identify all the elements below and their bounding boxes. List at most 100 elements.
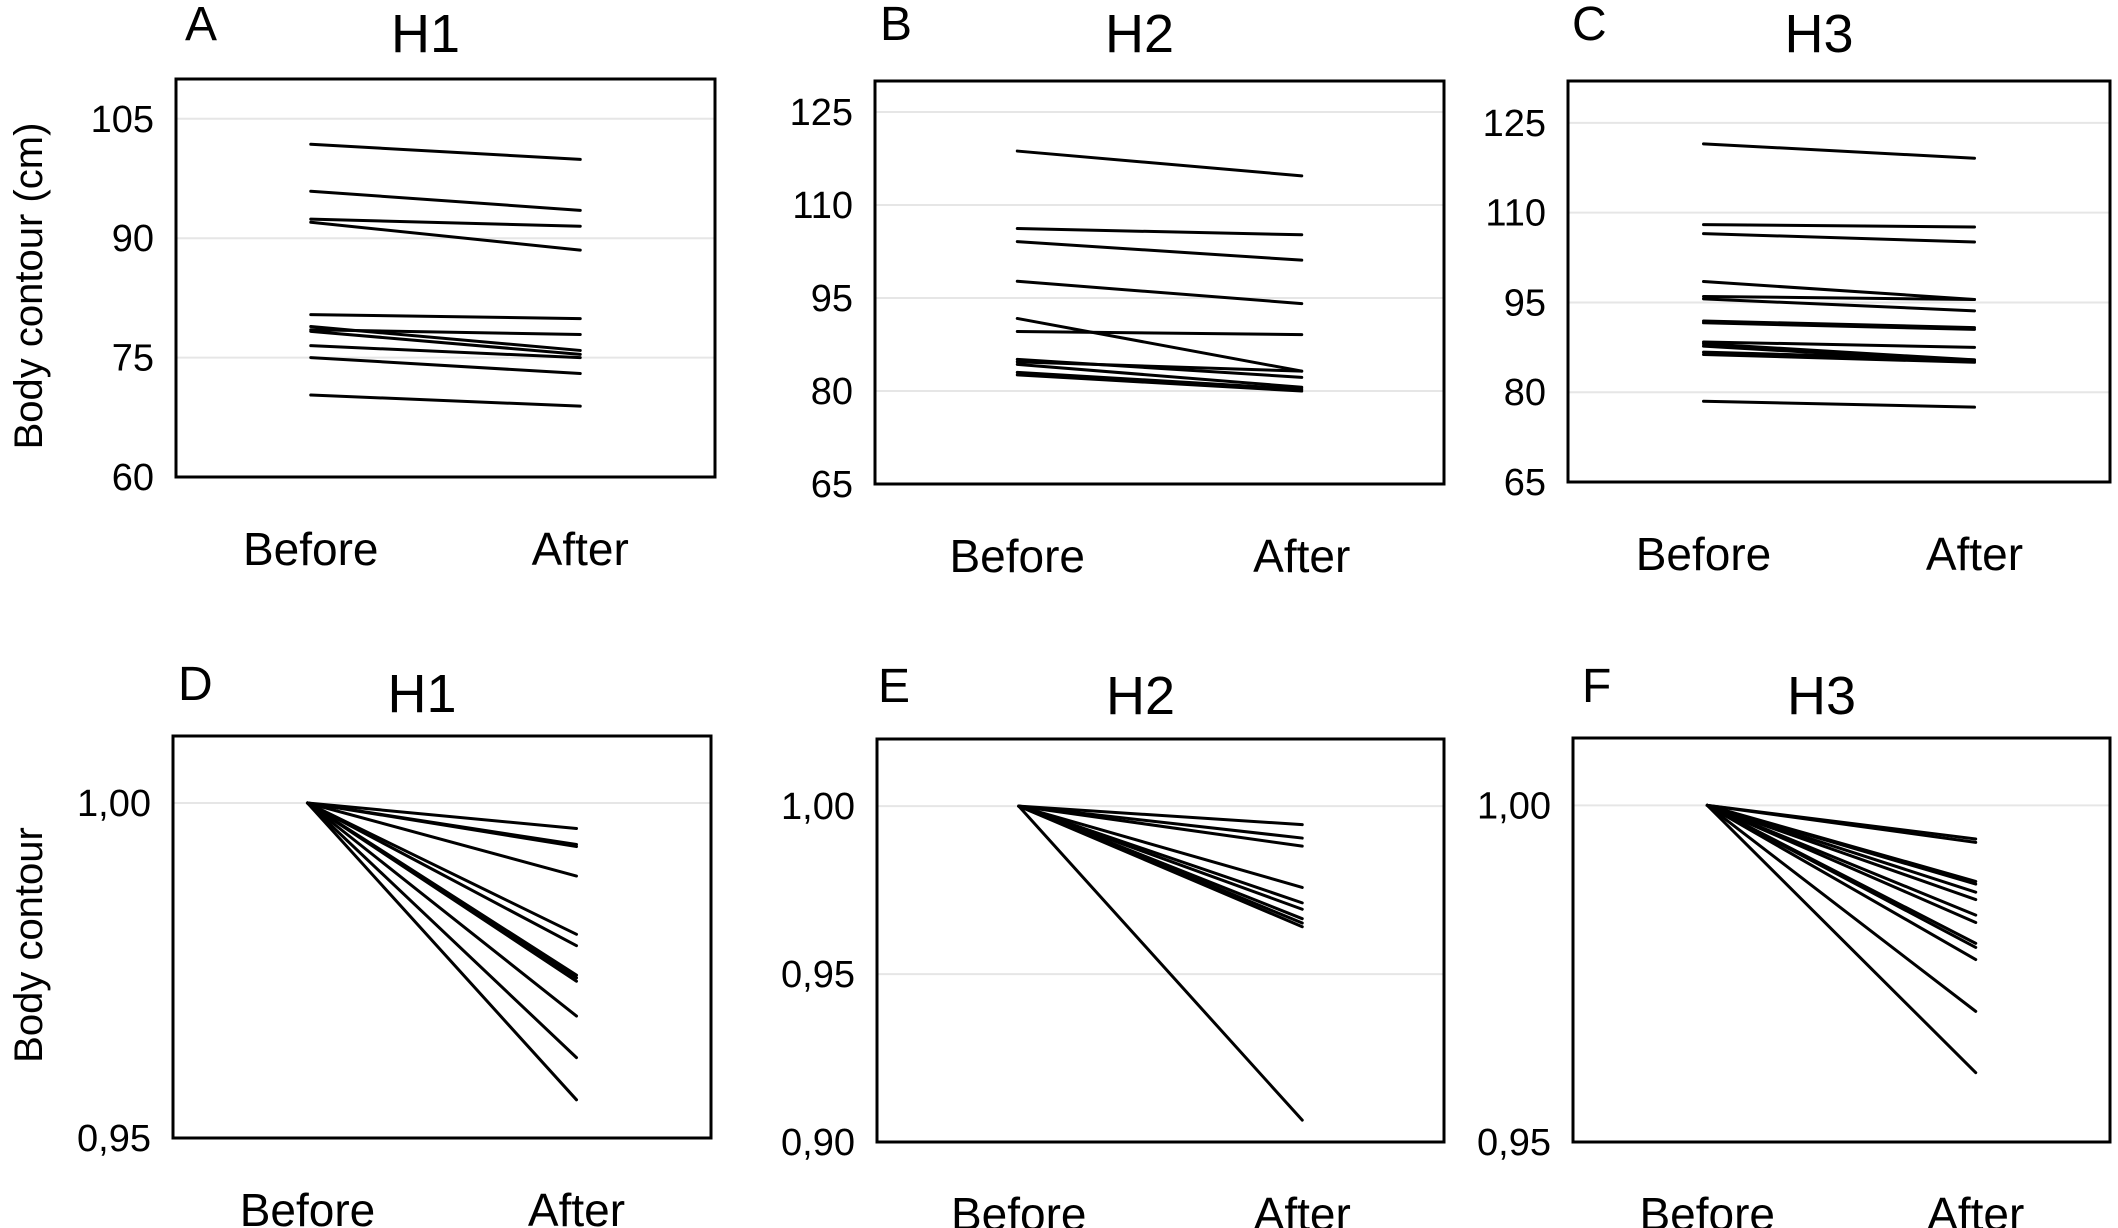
series-line-9 xyxy=(309,344,582,360)
series-line-9 xyxy=(1702,340,1976,349)
series-line-6 xyxy=(1705,803,1978,902)
y-tick-label: 60 xyxy=(112,457,154,499)
y-tick-label: 125 xyxy=(790,92,853,134)
panel-letter: C xyxy=(1572,0,1607,51)
series-line-11 xyxy=(1015,373,1304,393)
series-line-1 xyxy=(1702,142,1976,160)
panel-letter: F xyxy=(1582,660,1611,713)
plot-frame xyxy=(1571,736,2112,1144)
x-category-label: After xyxy=(528,1184,625,1228)
panel-d: 0,95 1,00 Before After H1 D Body contour xyxy=(7,658,713,1228)
series-line-8 xyxy=(1705,803,1978,924)
series-line-5 xyxy=(306,801,578,936)
panel-title: H1 xyxy=(387,664,456,724)
y-tick-label: 65 xyxy=(1504,462,1546,504)
y-tick-label: 75 xyxy=(112,338,154,380)
plot-frame xyxy=(1566,79,2112,484)
y-tick-label: 80 xyxy=(811,371,853,413)
series-line-4 xyxy=(1017,804,1304,889)
y-axis-label: Body contour (cm) xyxy=(7,123,51,450)
plot-frame xyxy=(873,79,1446,486)
panel-letter: E xyxy=(878,660,910,713)
series-line-5 xyxy=(1702,294,1976,301)
y-tick-label: 95 xyxy=(811,278,853,320)
series-line-13 xyxy=(1702,353,1976,364)
x-category-label: Before xyxy=(949,530,1085,582)
y-tick-label: 110 xyxy=(792,185,853,227)
series-line-10 xyxy=(306,801,578,1018)
y-axis-label: Body contour xyxy=(7,827,51,1063)
panel-b: 65 80 95 110 125 Before After H2 B xyxy=(790,0,1446,582)
series-line-9 xyxy=(1015,362,1304,389)
series-line-5 xyxy=(309,313,582,321)
series-line-3 xyxy=(309,217,582,228)
panel-c: 65 80 95 110 125 Before After H3 C xyxy=(1483,0,2112,580)
panel-title: H3 xyxy=(1784,4,1853,64)
plot-frame xyxy=(171,734,713,1140)
series-line-8 xyxy=(1015,360,1304,373)
y-tick-label: 80 xyxy=(1504,372,1546,414)
series-line-6 xyxy=(306,801,578,948)
x-category-label: After xyxy=(532,523,629,575)
series-line-4 xyxy=(1702,280,1976,301)
series-line-6 xyxy=(1702,297,1976,313)
series-line-5 xyxy=(1015,316,1304,373)
x-category-label: Before xyxy=(1636,528,1772,580)
series-line-13 xyxy=(1705,803,1978,1075)
series-line-9 xyxy=(1017,804,1304,929)
panel-a: 60 75 90 105 Before After H1 A Body contour (cm) xyxy=(7,0,717,575)
series-line-11 xyxy=(306,801,578,1060)
series-line-10 xyxy=(1705,803,1978,949)
series-line-12 xyxy=(1705,803,1978,1013)
series-line-2 xyxy=(1702,223,1976,229)
panel-title: H2 xyxy=(1105,4,1174,64)
y-tick-label: 0,95 xyxy=(77,1118,151,1160)
series-line-2 xyxy=(309,189,582,212)
series-line-3 xyxy=(1702,232,1976,244)
x-category-label: After xyxy=(1927,1188,2024,1228)
y-tick-label: 125 xyxy=(1483,103,1546,145)
panel-e: 0,90 0,95 1,00 Before After H2 E xyxy=(781,660,1446,1228)
panel-title: H2 xyxy=(1106,666,1175,726)
x-category-label: Before xyxy=(1639,1188,1775,1228)
y-tick-label: 1,00 xyxy=(781,786,855,828)
panel-title: H3 xyxy=(1787,666,1856,726)
series-line-1 xyxy=(1015,149,1304,178)
series-line-3 xyxy=(306,801,578,849)
series-line-6 xyxy=(1015,329,1304,337)
series-line-2 xyxy=(1705,803,1978,844)
series-line-12 xyxy=(306,801,578,1102)
series-line-10 xyxy=(1015,370,1304,391)
series-line-7 xyxy=(309,328,582,337)
y-tick-label: 110 xyxy=(1485,193,1546,235)
y-tick-label: 0,95 xyxy=(1477,1122,1551,1164)
series-line-11 xyxy=(309,393,582,408)
series-line-9 xyxy=(306,801,578,983)
x-category-label: Before xyxy=(951,1188,1087,1228)
x-category-label: After xyxy=(1926,528,2023,580)
series-line-4 xyxy=(1015,279,1304,306)
panel-f: 0,95 1,00 Before After H3 F xyxy=(1477,660,2112,1228)
panel-letter: D xyxy=(178,658,213,711)
series-line-10 xyxy=(1017,804,1304,1122)
series-line-3 xyxy=(1015,240,1304,262)
y-tick-label: 1,00 xyxy=(1477,785,1551,827)
panel-letter: A xyxy=(185,0,217,51)
y-tick-label: 0,95 xyxy=(781,954,855,996)
series-line-14 xyxy=(1702,399,1976,409)
series-line-11 xyxy=(1705,803,1978,962)
y-tick-label: 65 xyxy=(811,464,853,506)
y-tick-label: 105 xyxy=(91,99,154,141)
x-category-label: Before xyxy=(240,1184,376,1228)
plot-frame xyxy=(174,77,717,479)
y-tick-label: 95 xyxy=(1504,282,1546,324)
x-category-label: Before xyxy=(243,523,379,575)
series-line-10 xyxy=(309,356,582,376)
series-line-8 xyxy=(309,329,582,356)
series-line-1 xyxy=(1017,804,1304,827)
series-line-3 xyxy=(1017,804,1304,848)
series-line-1 xyxy=(306,801,578,830)
series-line-2 xyxy=(1015,227,1304,237)
panel-title: H1 xyxy=(391,4,460,64)
